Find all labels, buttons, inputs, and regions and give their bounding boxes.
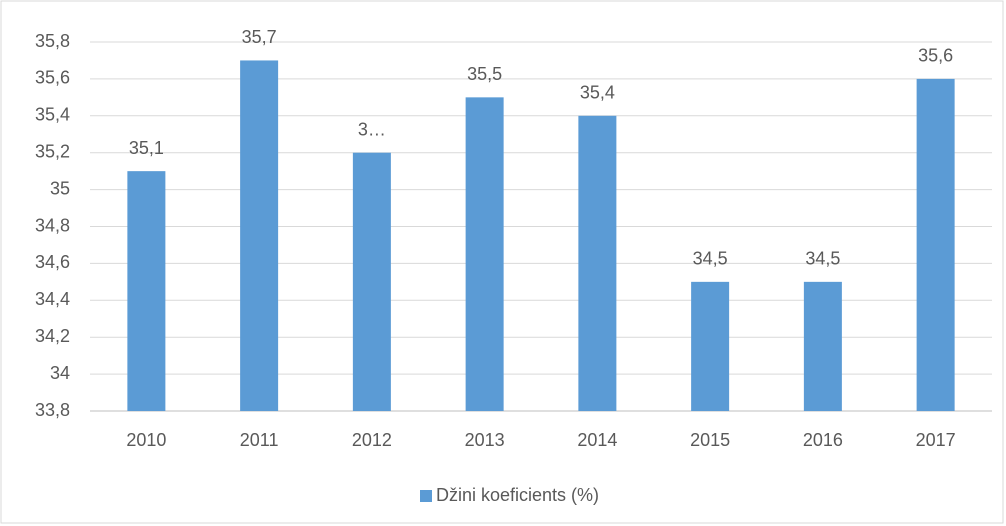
data-label: 35,4 (580, 83, 615, 103)
y-tick-label: 34 (50, 363, 70, 383)
x-tick-label: 2011 (240, 430, 279, 450)
y-tick-label: 35,4 (35, 105, 70, 125)
data-label: 35,1 (129, 138, 164, 158)
y-tick-label: 34,8 (35, 215, 70, 235)
data-label: 3… (358, 119, 386, 139)
y-tick-label: 34,6 (35, 252, 70, 272)
x-tick-label: 2016 (803, 430, 843, 450)
bar (240, 60, 279, 411)
bar (465, 97, 504, 411)
legend-label: Džini koeficients (%) (436, 485, 599, 505)
y-tick-label: 34,2 (35, 326, 70, 346)
x-tick-label: 2013 (465, 430, 505, 450)
x-tick-label: 2017 (916, 430, 956, 450)
bar (578, 115, 617, 412)
bar (803, 281, 842, 411)
x-tick-label: 2012 (352, 430, 392, 450)
y-tick-label: 35,6 (35, 68, 70, 88)
bar (127, 171, 166, 411)
bar (916, 78, 955, 412)
data-label: 35,5 (467, 64, 502, 84)
x-tick-label: 2014 (577, 430, 617, 450)
y-tick-label: 35,8 (35, 31, 70, 51)
data-label: 34,5 (805, 249, 840, 269)
x-tick-label: 2010 (126, 430, 166, 450)
data-label: 34,5 (693, 249, 728, 269)
bar (691, 281, 730, 411)
data-label: 35,7 (242, 27, 277, 47)
bar (352, 152, 391, 411)
data-label: 35,6 (918, 46, 953, 66)
y-tick-label: 35,2 (35, 141, 70, 161)
y-tick-label: 33,8 (35, 400, 70, 420)
x-tick-label: 2015 (690, 430, 730, 450)
legend-swatch (420, 490, 432, 502)
y-tick-label: 34,4 (35, 289, 70, 309)
y-tick-label: 35 (50, 178, 70, 198)
